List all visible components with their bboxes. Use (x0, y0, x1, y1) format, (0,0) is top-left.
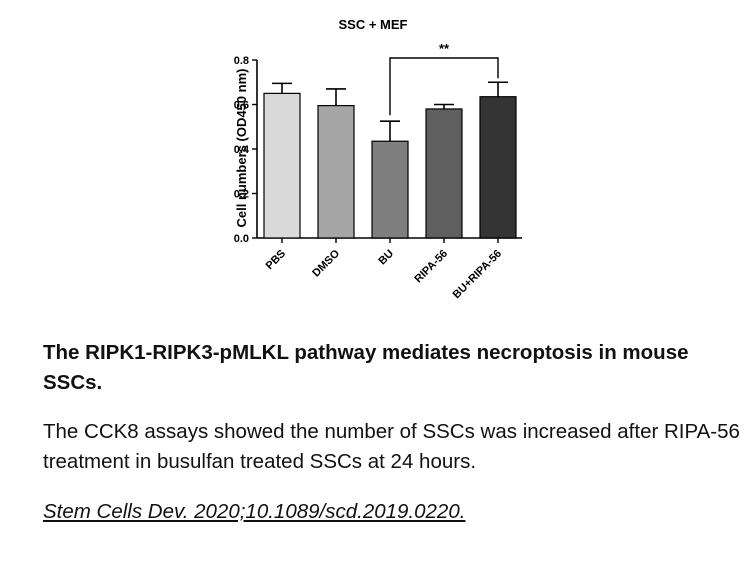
caption-title: The RIPK1-RIPK3-pMLKL pathway mediates n… (43, 341, 689, 394)
x-tick-label: DMSO (310, 247, 342, 279)
caption-body: The CCK8 assays showed the number of SSC… (43, 420, 740, 473)
significance-label: ** (439, 41, 450, 56)
y-tick-label: 0.2 (234, 189, 249, 201)
x-tick-label: PBS (264, 248, 288, 272)
bar-chart: SSC + MEF Cell numbers (OD450 nm) 0.0 0.2… (234, 17, 522, 301)
x-tick-label: BU (376, 248, 396, 268)
bar (425, 108, 463, 239)
bar (317, 105, 355, 239)
bar (263, 92, 301, 239)
y-tick-label: 0.4 (234, 144, 250, 156)
citation-text[interactable]: Stem Cells Dev. 2020;10.1089/scd.2019.02… (43, 500, 466, 523)
y-tick-label: 0.6 (234, 100, 249, 112)
citation-link[interactable]: Stem Cells Dev. 2020;10.1089/scd.2019.02… (43, 497, 743, 527)
bar (371, 140, 409, 239)
y-axis-label: Cell numbers (OD450 nm) (234, 69, 249, 228)
x-tick-label: BU+RIPA-56 (451, 248, 505, 302)
y-tick-label: 0.8 (234, 55, 249, 67)
bar (479, 96, 517, 239)
chart-title: SSC + MEF (339, 17, 408, 32)
x-tick-label: RIPA-56 (412, 248, 450, 286)
plot-area: 0.0 0.2 0.4 0.6 0.8 PBS DMSO BU RIPA-56 BU+RIPA-5… (234, 41, 522, 301)
significance-bracket (389, 57, 499, 116)
y-tick-label: 0.0 (234, 233, 249, 245)
